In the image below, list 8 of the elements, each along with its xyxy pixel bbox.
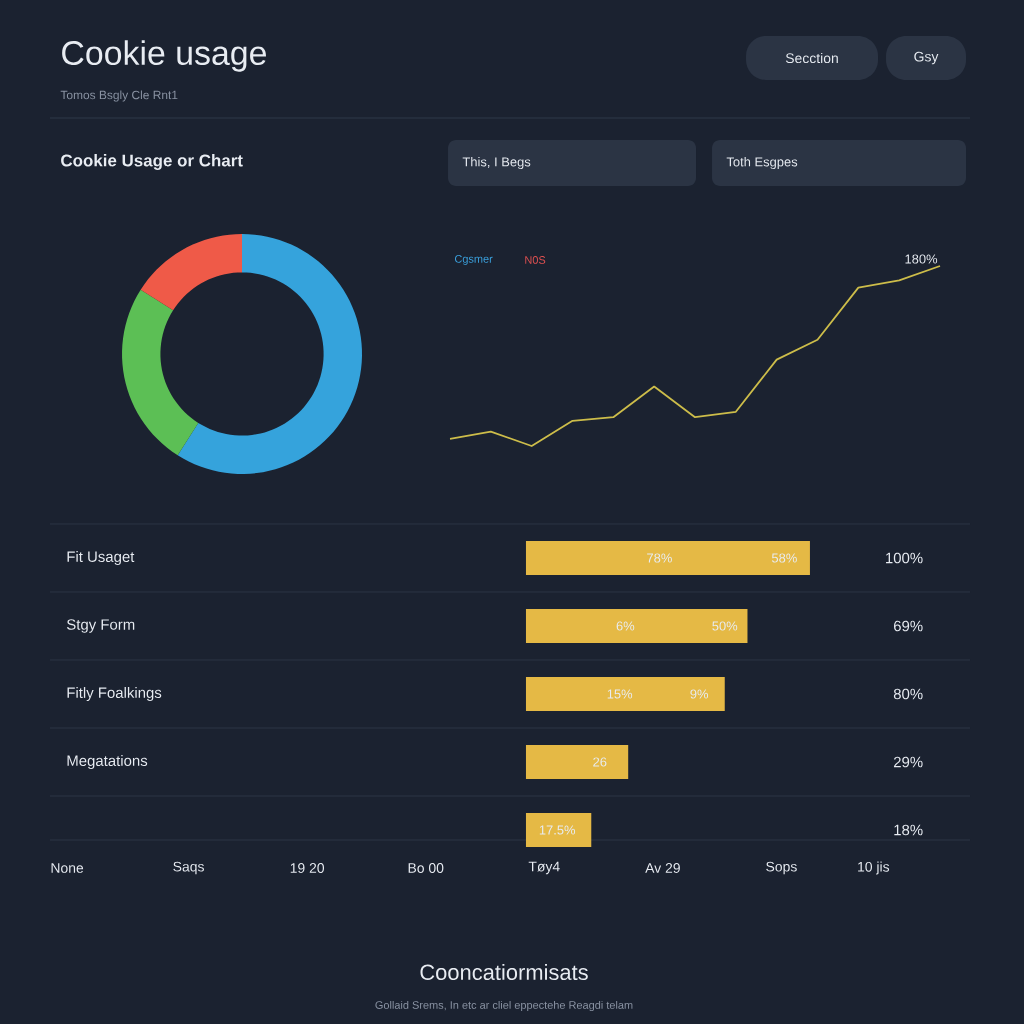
bar	[525, 541, 810, 576]
bar	[525, 609, 748, 644]
bar	[525, 813, 592, 847]
bar	[525, 677, 725, 712]
bar	[525, 745, 629, 779]
chart-title: Cookie Usage or Chart	[61, 154, 243, 170]
text: Cooncatiormisats	[420, 963, 588, 981]
text: Cookie usage	[62, 40, 266, 72]
